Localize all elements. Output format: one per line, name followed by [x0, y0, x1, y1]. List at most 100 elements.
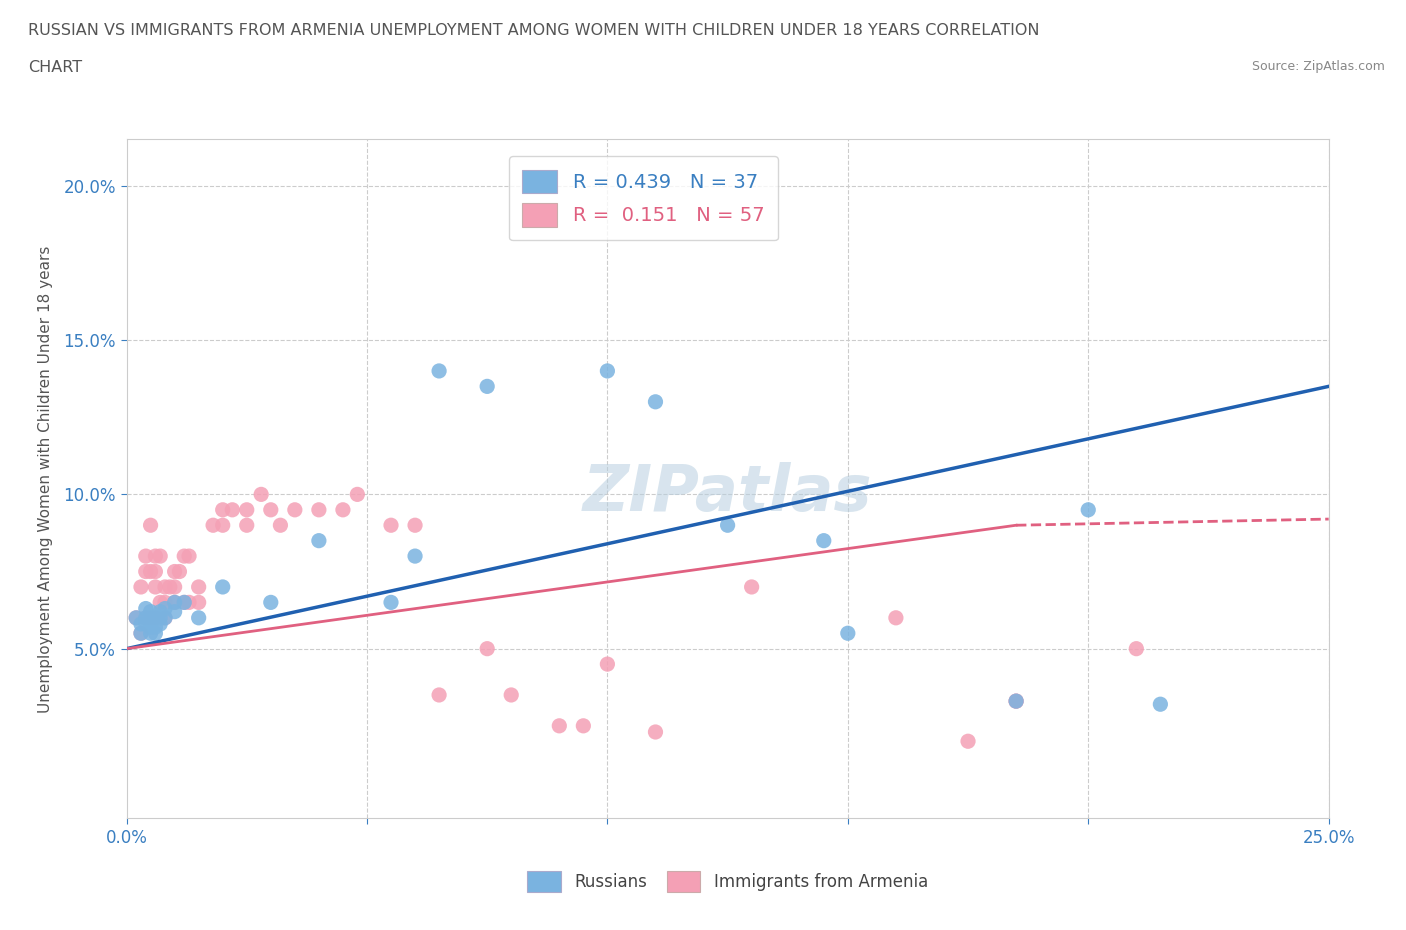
Point — [149, 617, 172, 631]
Point — [260, 502, 283, 517]
Point — [145, 619, 167, 634]
Point — [548, 718, 571, 733]
Point — [125, 610, 148, 625]
Point — [135, 549, 157, 564]
Point — [716, 518, 740, 533]
Point — [1077, 502, 1099, 517]
Point — [135, 565, 157, 579]
Point — [250, 487, 273, 502]
Point — [284, 502, 307, 517]
Point — [501, 687, 523, 702]
Point — [173, 549, 195, 564]
Point — [596, 364, 619, 379]
Point — [153, 610, 176, 625]
Point — [135, 610, 157, 625]
Point — [149, 610, 172, 625]
Point — [149, 549, 172, 564]
Point — [308, 533, 330, 548]
Point — [202, 518, 225, 533]
Point — [427, 687, 450, 702]
Point — [163, 595, 186, 610]
Point — [211, 579, 233, 594]
Point — [187, 579, 209, 594]
Point — [837, 626, 859, 641]
Point — [221, 502, 243, 517]
Point — [346, 487, 368, 502]
Point — [139, 610, 162, 625]
Point — [139, 619, 162, 634]
Point — [644, 724, 666, 739]
Point — [129, 617, 152, 631]
Point — [380, 595, 402, 610]
Point — [153, 579, 176, 594]
Point — [173, 595, 195, 610]
Point — [135, 610, 157, 625]
Point — [153, 595, 176, 610]
Point — [260, 595, 283, 610]
Point — [145, 610, 167, 625]
Point — [173, 595, 195, 610]
Y-axis label: Unemployment Among Women with Children Under 18 years: Unemployment Among Women with Children U… — [38, 246, 52, 712]
Point — [235, 518, 259, 533]
Point — [177, 549, 200, 564]
Point — [163, 595, 186, 610]
Point — [145, 610, 167, 625]
Point — [1149, 697, 1171, 711]
Point — [139, 610, 162, 625]
Point — [332, 502, 354, 517]
Point — [139, 626, 162, 641]
Point — [125, 610, 148, 625]
Point — [235, 502, 259, 517]
Point — [153, 610, 176, 625]
Point — [211, 502, 233, 517]
Point — [427, 364, 450, 379]
Point — [149, 595, 172, 610]
Point — [211, 518, 233, 533]
Text: RUSSIAN VS IMMIGRANTS FROM ARMENIA UNEMPLOYMENT AMONG WOMEN WITH CHILDREN UNDER : RUSSIAN VS IMMIGRANTS FROM ARMENIA UNEMP… — [28, 23, 1039, 38]
Point — [813, 533, 835, 548]
Point — [163, 579, 186, 594]
Point — [1005, 694, 1028, 709]
Point — [139, 604, 162, 619]
Point — [129, 626, 152, 641]
Point — [139, 518, 162, 533]
Point — [1125, 642, 1147, 657]
Point — [596, 657, 619, 671]
Point — [404, 549, 426, 564]
Point — [177, 595, 200, 610]
Point — [404, 518, 426, 533]
Point — [380, 518, 402, 533]
Point — [475, 642, 498, 657]
Point — [129, 626, 152, 641]
Point — [163, 604, 186, 619]
Point — [145, 549, 167, 564]
Text: CHART: CHART — [28, 60, 82, 75]
Point — [159, 579, 181, 594]
Point — [741, 579, 763, 594]
Point — [149, 604, 172, 619]
Text: Source: ZipAtlas.com: Source: ZipAtlas.com — [1251, 60, 1385, 73]
Point — [145, 579, 167, 594]
Point — [129, 579, 152, 594]
Point — [572, 718, 595, 733]
Point — [153, 601, 176, 616]
Point — [163, 565, 186, 579]
Point — [187, 610, 209, 625]
Point — [269, 518, 291, 533]
Point — [1005, 694, 1028, 709]
Point — [956, 734, 979, 749]
Point — [644, 394, 666, 409]
Point — [169, 565, 191, 579]
Point — [145, 626, 167, 641]
Point — [1005, 694, 1028, 709]
Legend: Russians, Immigrants from Armenia: Russians, Immigrants from Armenia — [520, 865, 935, 898]
Point — [145, 565, 167, 579]
Point — [308, 502, 330, 517]
Point — [187, 595, 209, 610]
Point — [135, 601, 157, 616]
Point — [135, 617, 157, 631]
Point — [139, 565, 162, 579]
Point — [884, 610, 907, 625]
Point — [475, 379, 498, 393]
Text: ZIPatlas: ZIPatlas — [583, 461, 872, 524]
